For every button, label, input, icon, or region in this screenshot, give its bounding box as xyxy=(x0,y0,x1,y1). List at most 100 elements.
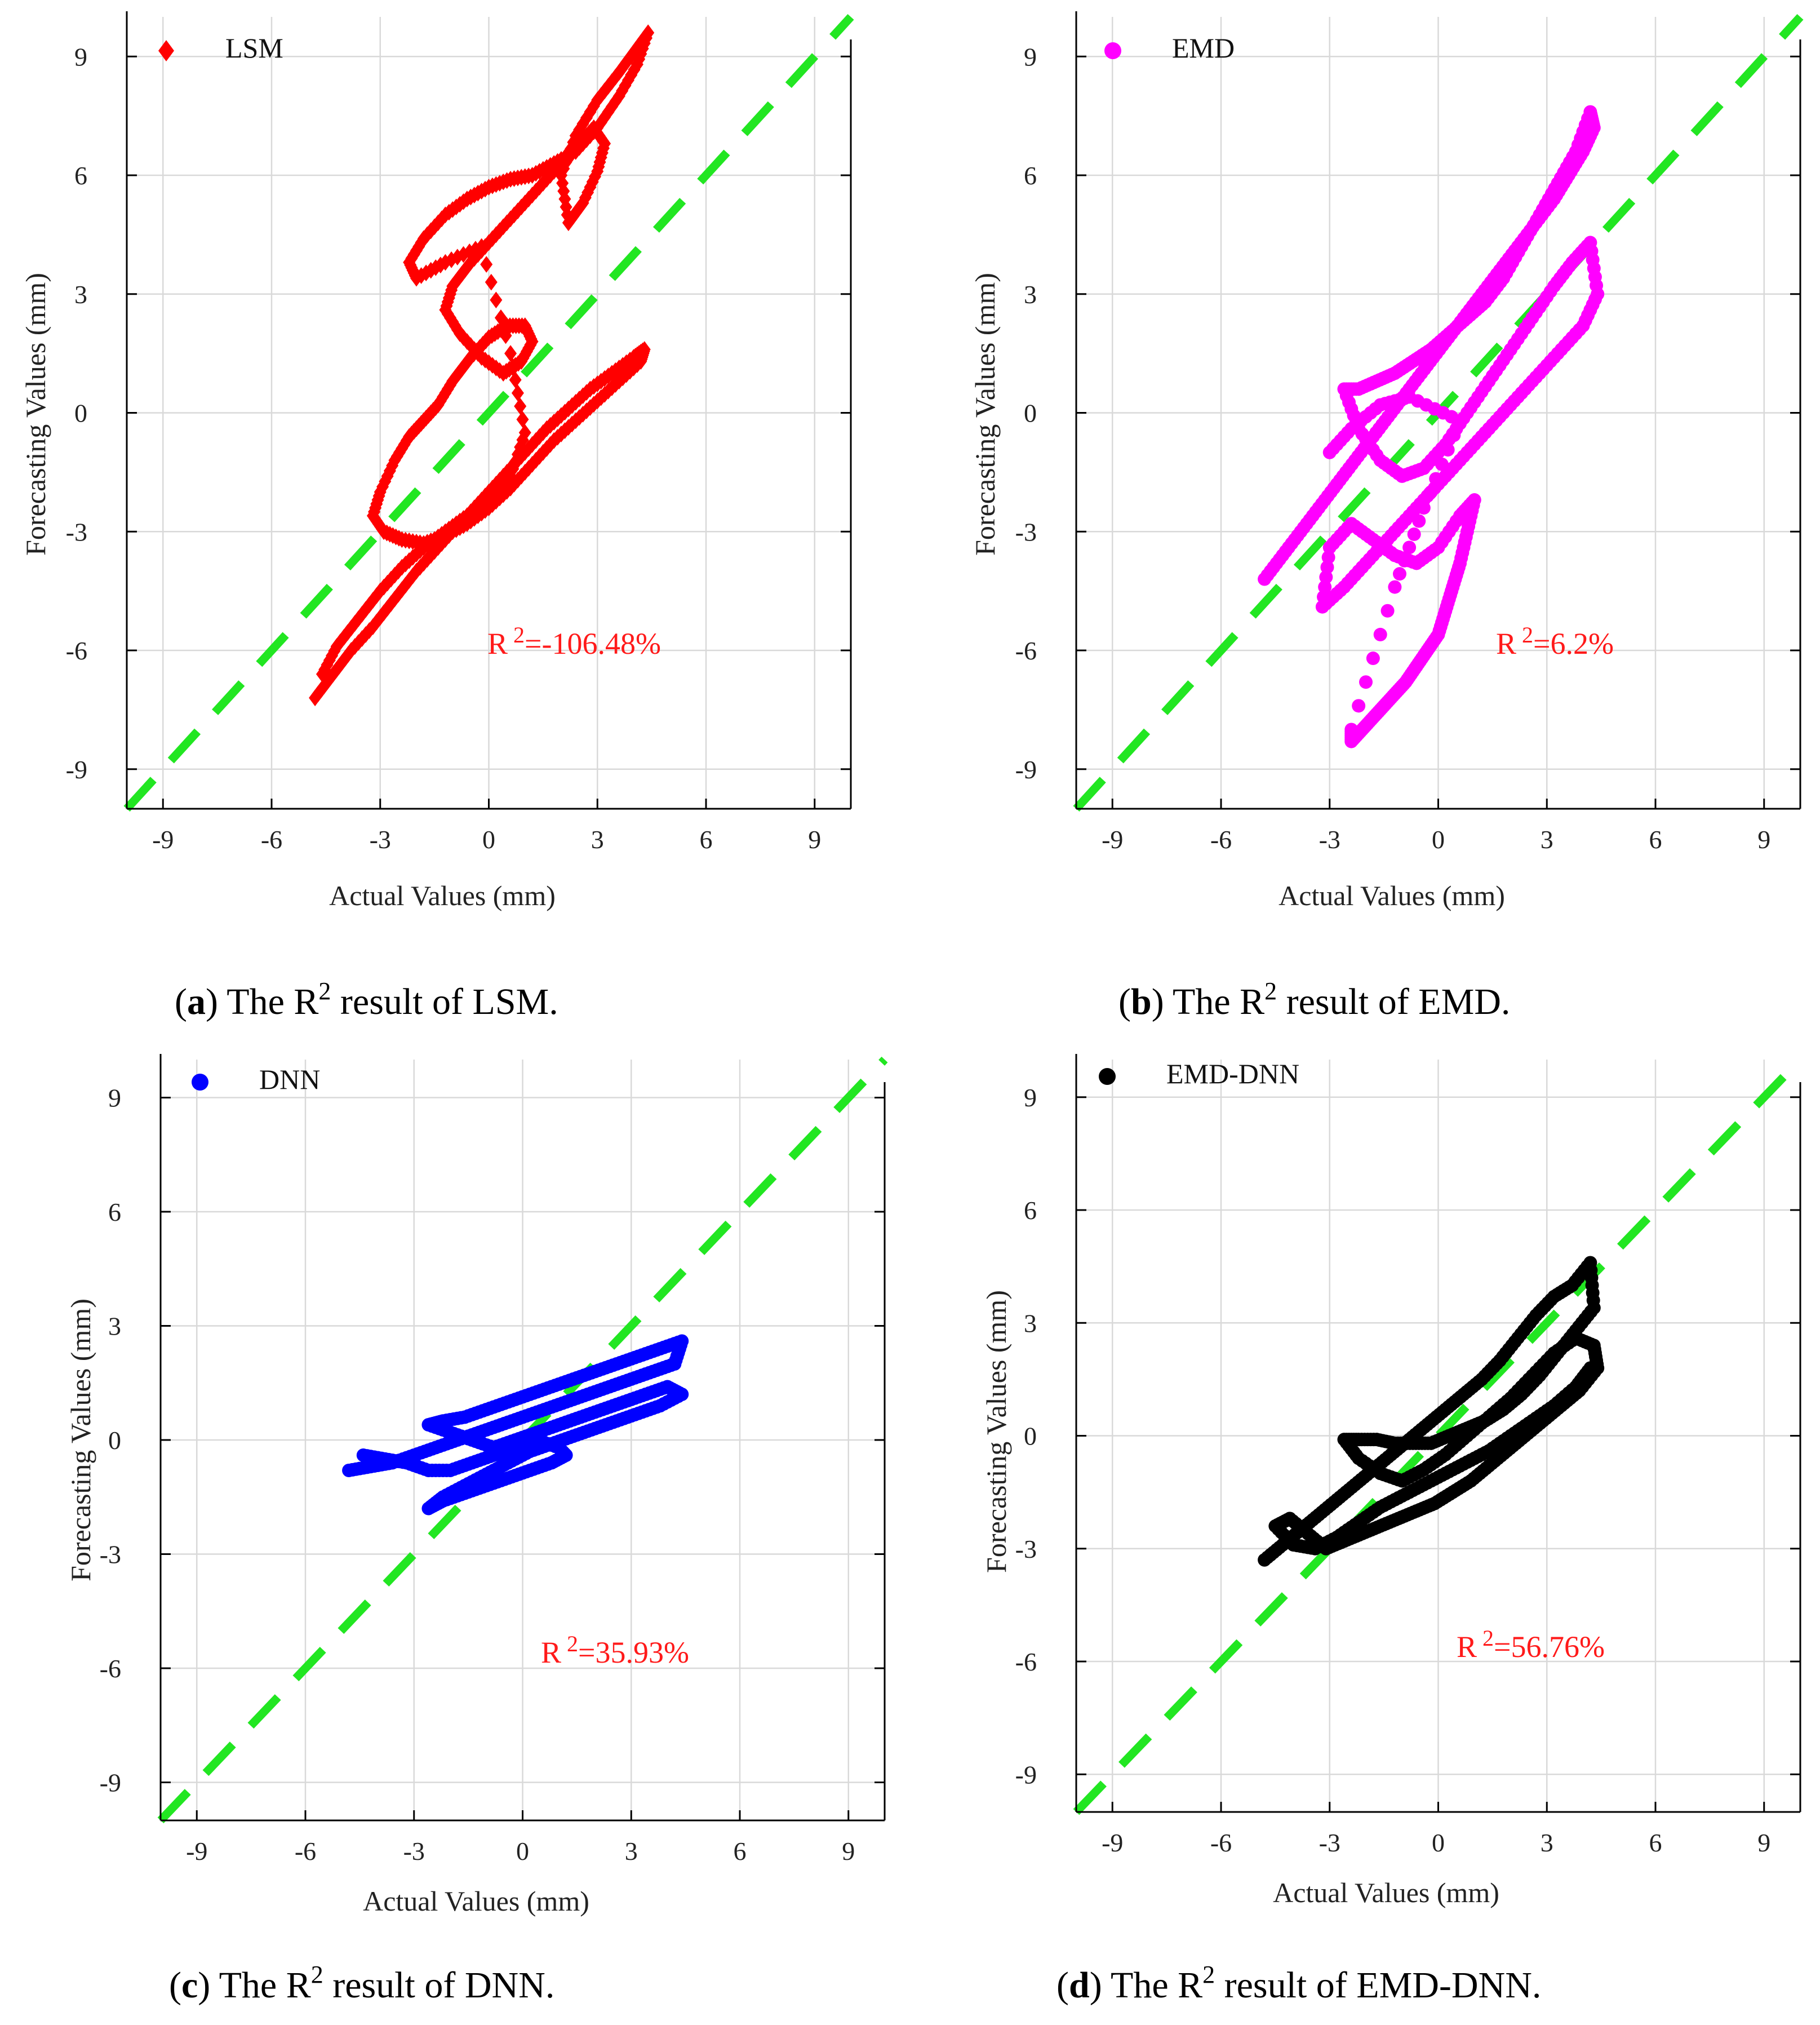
grid-d xyxy=(1076,1060,1800,1812)
x-tick-label-b-0: -9 xyxy=(1102,825,1123,854)
x-tick-label-c-3: 0 xyxy=(516,1837,529,1866)
legend-d: EMD-DNN xyxy=(1099,1058,1299,1089)
data-point-b-495 xyxy=(1366,652,1380,666)
y-tick-label-d-6: 9 xyxy=(1024,1083,1037,1112)
data-point-a-535 xyxy=(348,615,361,632)
r2-superscript-d: 2 xyxy=(1482,1625,1494,1651)
data-point-b-364 xyxy=(1320,560,1334,574)
data-point-a-479 xyxy=(499,327,512,344)
data-point-a-472 xyxy=(463,243,476,260)
caption-letter-b: b xyxy=(1130,981,1152,1022)
data-point-a-306 xyxy=(530,183,543,200)
caption-post-d: result of EMD-DNN. xyxy=(1215,1965,1542,2006)
y-axis-label-b: Forecasting Values (mm) xyxy=(969,273,1001,556)
scatter-points-d xyxy=(1258,1256,1605,1567)
data-point-a-487 xyxy=(516,431,529,449)
r2-value-d: =56.76% xyxy=(1494,1630,1605,1664)
r2-value-b: =6.2% xyxy=(1533,627,1614,661)
y-tick-label-a-6: 9 xyxy=(74,42,87,71)
data-point-b-502 xyxy=(1407,527,1421,541)
data-point-a-17 xyxy=(363,622,376,639)
grid-b xyxy=(1076,17,1800,809)
data-point-a-495 xyxy=(493,480,506,497)
y-tick-label-b-1: -6 xyxy=(1015,636,1037,665)
data-point-a-126 xyxy=(548,432,561,449)
data-point-a-491 xyxy=(507,460,520,477)
caption-pre-d: The R xyxy=(1111,1965,1203,2006)
data-point-a-493 xyxy=(500,472,513,489)
data-point-a-62 xyxy=(526,436,539,453)
data-point-a-477 xyxy=(490,291,503,309)
data-point-a-267 xyxy=(464,337,477,354)
data-point-b-494 xyxy=(1359,675,1373,689)
reference-line-a xyxy=(123,14,854,812)
tick-labels-b: -9 -6 -3 0 3 6 9 -9 -6 -3 0 3 6 9 xyxy=(1015,42,1771,854)
data-point-a-22 xyxy=(381,600,394,617)
data-point-c-414 xyxy=(356,1448,370,1462)
y-tick-label-a-4: 3 xyxy=(74,280,87,309)
x-axis-label-c: Actual Values (mm) xyxy=(363,1885,589,1917)
x-tick-label-a-4: 3 xyxy=(591,825,604,854)
data-point-a-465 xyxy=(424,262,437,279)
data-point-b-507 xyxy=(1435,457,1449,471)
x-tick-label-b-2: -3 xyxy=(1319,825,1340,854)
x-tick-label-d-4: 3 xyxy=(1541,1828,1553,1857)
grid-a xyxy=(127,17,851,809)
data-point-b-504 xyxy=(1417,501,1431,515)
r2-prefix-d: R xyxy=(1457,1630,1477,1664)
y-tick-label-a-5: 6 xyxy=(74,161,87,190)
caption-sup-c: 2 xyxy=(310,1961,323,1988)
r2-annotation-a: R 2=-106.48% xyxy=(487,622,661,661)
data-point-a-528 xyxy=(374,582,387,600)
x-tick-label-b-4: 3 xyxy=(1541,825,1553,854)
tick-labels-a: -9 -6 -3 0 3 6 9 -9 -6 -3 0 3 6 9 xyxy=(66,42,822,854)
data-point-a-484 xyxy=(514,397,527,415)
data-point-a-473 xyxy=(469,241,482,258)
x-axis-label-b: Actual Values (mm) xyxy=(1279,880,1505,911)
legend-a: LSM xyxy=(158,32,283,64)
caption-letter-c: c xyxy=(181,1965,198,2006)
data-point-a-445 xyxy=(435,210,448,228)
data-point-b-498 xyxy=(1388,580,1402,594)
data-point-b-365 xyxy=(1321,550,1335,564)
caption-pre-a: The R xyxy=(227,981,319,1022)
x-tick-label-a-5: 6 xyxy=(700,825,713,854)
r2-superscript-c: 2 xyxy=(567,1631,578,1656)
data-point-a-304 xyxy=(522,190,535,207)
x-tick-label-d-2: -3 xyxy=(1319,1828,1340,1857)
y-tick-label-a-1: -6 xyxy=(66,636,87,665)
data-point-a-64 xyxy=(533,428,546,445)
axes-c xyxy=(159,1054,886,1822)
data-point-a-522 xyxy=(396,559,409,576)
data-point-b-492 xyxy=(1344,723,1359,737)
x-tick-label-d-5: 6 xyxy=(1649,1828,1662,1857)
caption-post-a: result of LSM. xyxy=(331,981,558,1022)
r2-value-c: =35.93% xyxy=(578,1636,689,1669)
data-point-a-351 xyxy=(558,190,571,207)
data-point-a-187 xyxy=(376,478,389,495)
y-tick-label-b-5: 6 xyxy=(1024,161,1037,190)
data-point-a-536 xyxy=(345,619,358,637)
y-tick-label-b-3: 0 xyxy=(1024,399,1037,428)
data-point-a-296 xyxy=(493,222,506,240)
x-tick-label-b-5: 6 xyxy=(1649,825,1662,854)
legend-label-d: EMD-DNN xyxy=(1166,1058,1299,1089)
x-tick-label-c-0: -9 xyxy=(186,1837,207,1866)
data-point-a-446 xyxy=(432,214,445,232)
y-tick-label-d-0: -9 xyxy=(1015,1760,1037,1789)
data-point-a-191 xyxy=(386,457,399,475)
axes-a xyxy=(126,11,852,810)
data-point-a-478 xyxy=(494,309,507,326)
x-tick-label-b-1: -6 xyxy=(1210,825,1232,854)
y-tick-label-c-1: -6 xyxy=(100,1654,121,1683)
data-point-a-406 xyxy=(576,135,589,152)
data-point-a-474 xyxy=(475,238,488,255)
axes-d xyxy=(1075,1054,1801,1813)
data-point-a-269 xyxy=(457,329,470,346)
legend-marker-a xyxy=(158,40,174,61)
x-tick-label-c-5: 6 xyxy=(734,1837,747,1866)
data-point-a-483 xyxy=(511,384,524,402)
caption-b: (b) The R2 result of EMD. xyxy=(1118,977,1511,1023)
data-point-a-481 xyxy=(507,358,520,375)
